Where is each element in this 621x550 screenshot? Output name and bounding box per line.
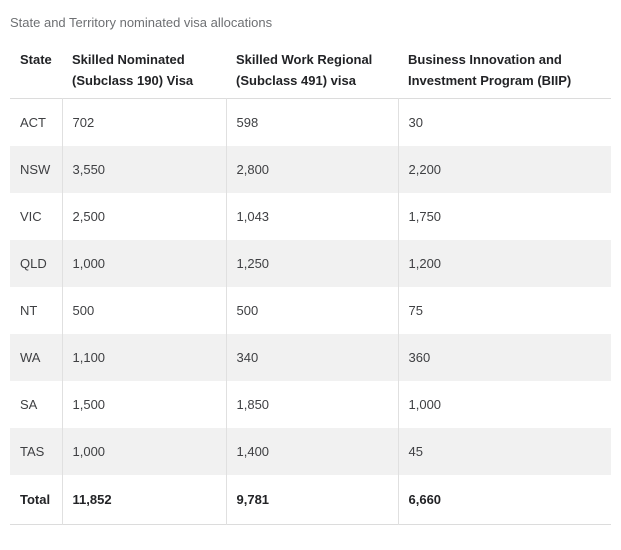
cell-491: 598 [226,98,399,146]
cell-biip: 1,200 [408,256,442,271]
cell-state: ACT [10,98,63,146]
cell-biip: 1,000 [408,397,442,412]
table-row-wa: WA 1,100 340 360 [10,334,611,381]
table-row-qld: QLD 1,000 1,250 1,200 [10,240,611,287]
cell-190: 3,550 [62,146,227,193]
table-header: State Skilled Nominated (Subclass 190) V… [10,45,611,99]
cell-state: TAS [10,428,63,475]
header-skilled-work-regional-491: Skilled Work Regional (Subclass 491) vis… [236,52,373,88]
header-skilled-nominated-190: Skilled Nominated (Subclass 190) Visa [72,52,194,88]
cell-biip: 75 [408,303,423,318]
cell-total-label: Total [10,475,63,525]
cell-491: 500 [226,287,399,334]
cell-190: 1,100 [62,334,227,381]
cell-total-190: 11,852 [62,475,227,525]
table-row-vic: VIC 2,500 1,043 1,750 [10,193,611,240]
cell-total-491: 9,781 [226,475,399,525]
cell-190: 500 [62,287,227,334]
cell-491: 1,043 [226,193,399,240]
cell-biip: 45 [408,444,423,459]
cell-190: 1,000 [62,240,227,287]
page-container: State and Territory nominated visa alloc… [10,15,611,525]
cell-state: SA [10,381,63,428]
cell-state: NSW [10,146,63,193]
header-biip: Business Innovation and Investment Progr… [408,52,572,88]
cell-total-biip: 6,660 [408,492,442,507]
table-row-tas: TAS 1,000 1,400 45 [10,428,611,475]
cell-biip: 30 [408,115,423,130]
cell-state: QLD [10,240,63,287]
cell-491: 2,800 [226,146,399,193]
header-row: State Skilled Nominated (Subclass 190) V… [10,45,611,99]
table-row-sa: SA 1,500 1,850 1,000 [10,381,611,428]
header-state: State [20,52,52,67]
cell-biip: 2,200 [408,162,442,177]
cell-state: NT [10,287,63,334]
cell-190: 702 [62,98,227,146]
cell-biip: 1,750 [408,209,442,224]
visa-allocations-table: State Skilled Nominated (Subclass 190) V… [10,45,611,525]
cell-190: 1,500 [62,381,227,428]
table-row-act: ACT 702 598 30 [10,98,611,146]
cell-state: WA [10,334,63,381]
table-caption: State and Territory nominated visa alloc… [10,15,273,30]
cell-491: 1,400 [226,428,399,475]
cell-491: 340 [226,334,399,381]
cell-491: 1,850 [226,381,399,428]
cell-190: 1,000 [62,428,227,475]
table-body: ACT 702 598 30 NSW 3,550 2,800 2,200 VIC… [10,98,611,525]
table-row-nsw: NSW 3,550 2,800 2,200 [10,146,611,193]
cell-190: 2,500 [62,193,227,240]
cell-state: VIC [10,193,63,240]
cell-491: 1,250 [226,240,399,287]
table-row-total: Total 11,852 9,781 6,660 [10,475,611,525]
cell-biip: 360 [408,350,431,365]
table-row-nt: NT 500 500 75 [10,287,611,334]
